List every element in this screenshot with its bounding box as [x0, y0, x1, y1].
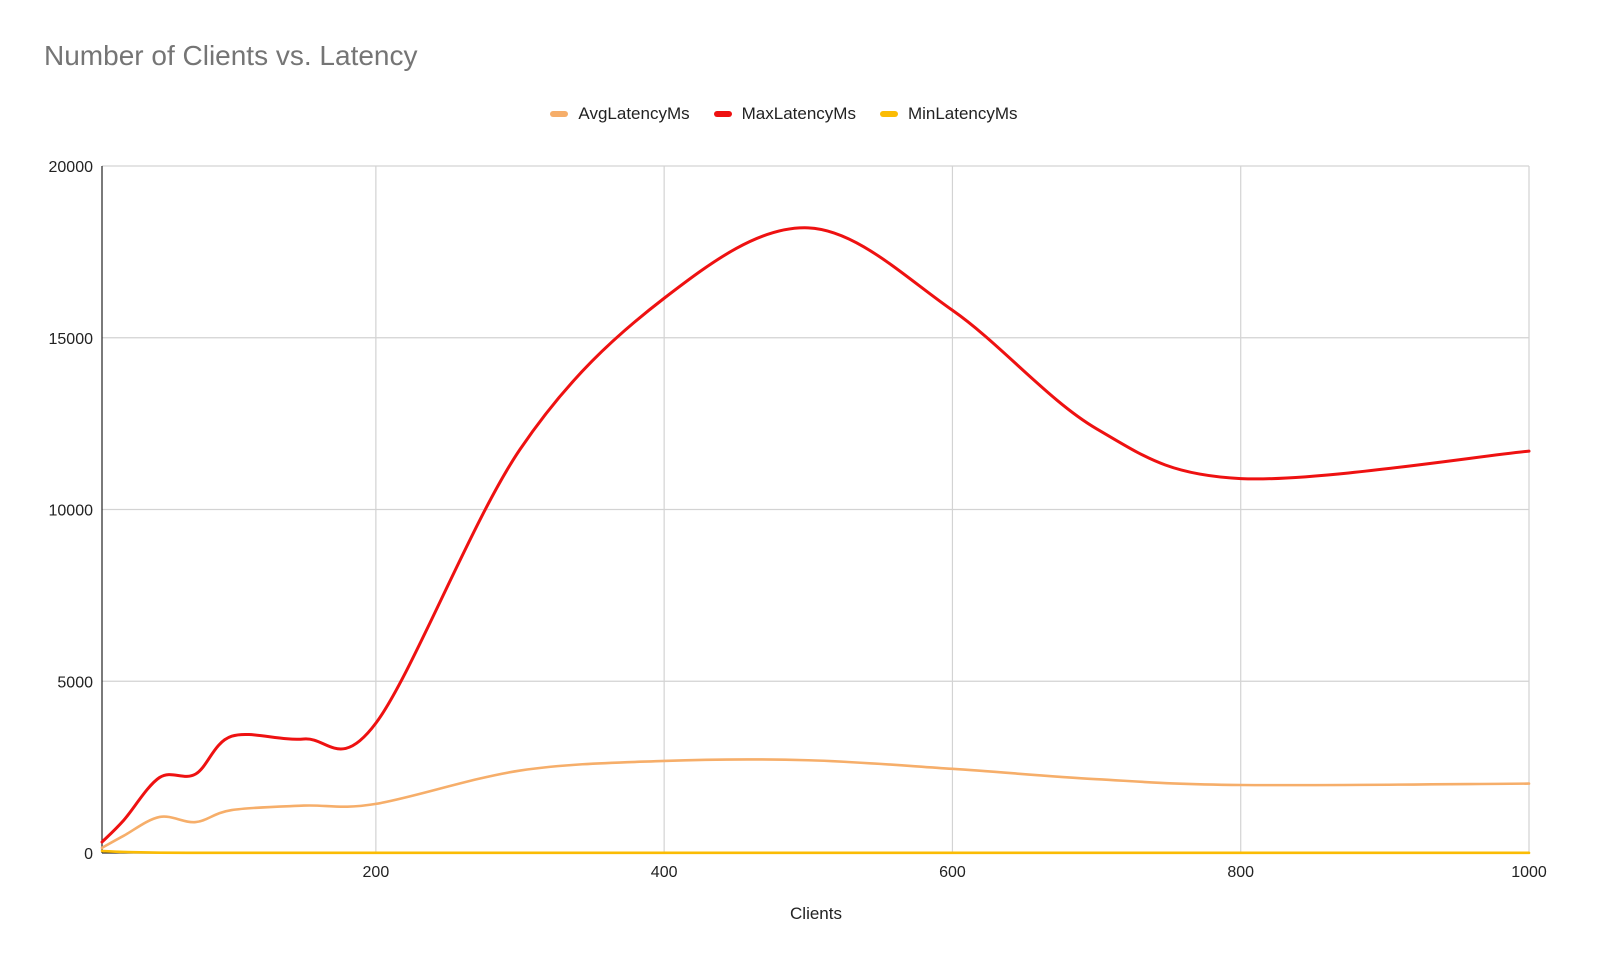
y-tick-label-5000: 5000: [57, 674, 93, 691]
y-tick-label-10000: 10000: [49, 503, 94, 520]
legend-swatch-min: [879, 111, 898, 117]
legend-item-min[interactable]: MinLatencyMs: [879, 104, 1018, 124]
legend-label-avg: AvgLatencyMs: [578, 104, 690, 123]
series-line-avglatencyms: [100, 758, 1531, 850]
legend-item-max[interactable]: MaxLatencyMs: [713, 104, 856, 124]
legend: AvgLatencyMs MaxLatencyMs MinLatencyMs: [0, 104, 1568, 124]
legend-swatch-avg: [550, 111, 569, 117]
x-axis-title: Clients: [790, 904, 842, 923]
x-tick-label-800: 800: [1227, 864, 1254, 881]
x-tick-label-400: 400: [651, 864, 678, 881]
legend-item-avg[interactable]: AvgLatencyMs: [550, 104, 690, 124]
legend-swatch-max: [713, 111, 732, 117]
chart-title: Number of Clients vs. Latency: [44, 40, 418, 71]
x-tick-label-200: 200: [363, 864, 390, 881]
y-tick-label-15000: 15000: [49, 331, 94, 348]
y-tick-label-0: 0: [84, 846, 93, 863]
legend-label-min: MinLatencyMs: [907, 104, 1018, 123]
series-line-minlatencyms: [100, 849, 1531, 855]
legend-label-max: MaxLatencyMs: [741, 104, 856, 123]
x-tick-label-600: 600: [939, 864, 966, 881]
x-tick-label-1000: 1000: [1511, 864, 1547, 881]
series-line-maxlatencyms: [100, 226, 1531, 844]
y-tick-label-20000: 20000: [49, 159, 94, 176]
